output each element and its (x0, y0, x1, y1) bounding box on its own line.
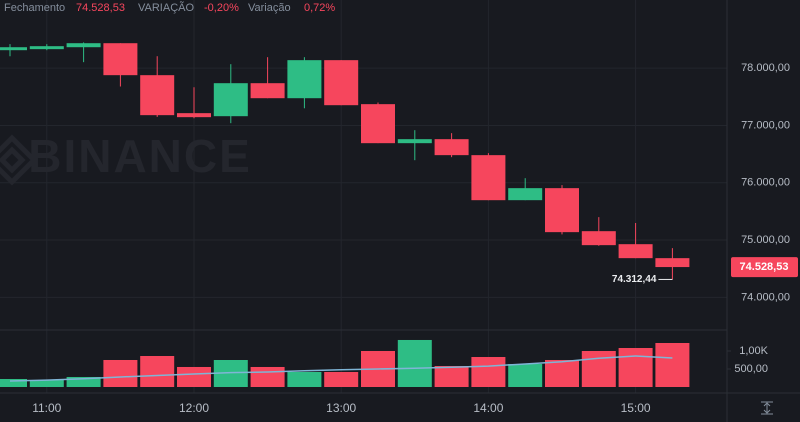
last-price-label: 74.528,53 (740, 261, 789, 273)
candle-body (361, 104, 395, 144)
low-marker-label: 74.312,44 (612, 274, 657, 285)
candle-body (250, 83, 285, 99)
volume-bar (287, 371, 322, 387)
volume-bar (29, 380, 64, 387)
y-tick-label: 77.000,00 (741, 119, 790, 131)
candle-body (655, 258, 690, 268)
candle-body (0, 47, 27, 51)
candle-body (324, 60, 359, 106)
candle-body (471, 155, 506, 201)
last-price-tag (731, 257, 798, 278)
candle-body (177, 113, 211, 118)
volume-ma-line (9, 355, 673, 382)
close-value: 74.528,53 (76, 2, 125, 14)
volume-bar (471, 357, 506, 387)
candle-body (581, 231, 616, 246)
candle-body (618, 244, 653, 259)
volume-bar (545, 359, 579, 387)
y-tick-label: 76.000,00 (741, 177, 790, 189)
range-label: Variação (248, 2, 291, 14)
x-tick-label: 12:00 (179, 401, 209, 415)
volume-bar (434, 366, 469, 387)
volume-bar (324, 371, 359, 387)
volume-bar (655, 342, 690, 387)
x-tick-label: 15:00 (621, 401, 651, 415)
x-tick-label: 11:00 (32, 401, 61, 415)
y-tick-label: 74.000,00 (741, 291, 790, 303)
watermark: BINANCE (28, 130, 252, 182)
volume-bar (397, 339, 432, 387)
candle-body (434, 139, 469, 156)
volume-bar (250, 366, 285, 387)
scale-button[interactable] (757, 399, 777, 417)
volume-bar (140, 355, 175, 387)
candle-body (287, 60, 322, 99)
y2-tick-label: 1,00K (739, 345, 768, 357)
x-tick-label: 14:00 (473, 401, 503, 415)
y-tick-label: 75.000,00 (741, 234, 790, 246)
candle-body (508, 188, 543, 201)
candle-body (29, 46, 64, 50)
candle-body (545, 188, 579, 233)
candle-body (103, 43, 138, 76)
change-value: -0,20% (204, 2, 239, 14)
range-value: 0,72% (304, 2, 335, 14)
volume-bar (508, 363, 543, 387)
change-label: VARIAÇÃO (138, 1, 194, 14)
candle-body (140, 75, 175, 116)
y-tick-label: 78.000,00 (741, 62, 790, 74)
watermark-logo (0, 134, 38, 186)
volume-bar (177, 366, 211, 387)
candle-body (213, 83, 248, 117)
volume-bar (581, 350, 616, 387)
x-tick-label: 13:00 (326, 401, 356, 415)
volume-bar (103, 359, 138, 387)
volume-bar (618, 348, 653, 387)
volume-bar (66, 376, 101, 387)
candle-body (66, 43, 101, 48)
candle-body (397, 139, 432, 144)
y2-tick-label: 500,00 (734, 363, 768, 375)
volume-bar (0, 379, 27, 387)
close-label: Fechamento (4, 2, 65, 14)
